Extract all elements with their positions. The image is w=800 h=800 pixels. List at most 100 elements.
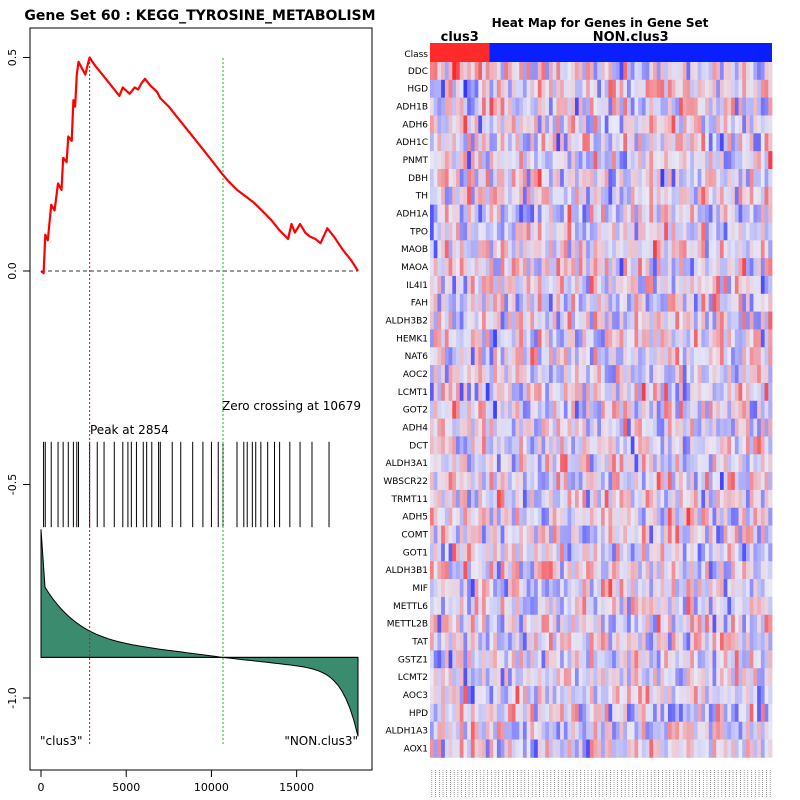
heatmap-cell xyxy=(645,311,650,330)
heatmap-cell xyxy=(760,365,765,384)
gene-label: LCMT1 xyxy=(398,388,428,398)
heatmap-cell xyxy=(653,293,658,313)
heatmap-cell xyxy=(578,418,583,437)
heatmap-cell xyxy=(749,293,754,313)
heatmap-cell xyxy=(463,686,468,705)
heatmap-cell xyxy=(534,454,539,473)
heatmap-cell xyxy=(552,382,557,402)
heatmap-cell xyxy=(734,115,739,134)
heatmap-cell xyxy=(619,507,624,526)
heatmap-cell xyxy=(560,525,565,544)
heatmap-cell xyxy=(619,650,624,669)
heatmap-cell xyxy=(745,668,751,687)
heatmap-cell xyxy=(723,579,728,598)
heatmap-cell xyxy=(485,222,490,241)
heatmap-cell xyxy=(619,97,624,116)
heatmap-cell xyxy=(608,311,613,330)
heatmap-cell xyxy=(619,275,624,295)
heatmap-cell xyxy=(519,489,524,509)
x-tick-label: 0 xyxy=(38,781,45,794)
heatmap-cell xyxy=(441,703,446,723)
heatmap-cell xyxy=(452,596,457,616)
heatmap-cell xyxy=(745,596,751,616)
heatmap-cell xyxy=(470,489,476,509)
heatmap-cell xyxy=(697,79,702,99)
heatmap-cell xyxy=(638,293,643,313)
heatmap-cell xyxy=(522,596,528,616)
heatmap-cell xyxy=(701,365,706,384)
heatmap-cell xyxy=(701,596,706,616)
heatmap-cell xyxy=(563,668,568,687)
heatmap-cell xyxy=(485,721,490,740)
heatmap-cell xyxy=(656,579,661,598)
heatmap-cell xyxy=(515,382,520,402)
heatmap-cell xyxy=(601,400,606,419)
heatmap-cell xyxy=(686,703,691,723)
heatmap-cell xyxy=(701,561,706,580)
heatmap-cell xyxy=(656,543,661,562)
heatmap-cell xyxy=(764,115,769,134)
heatmap-cell xyxy=(556,561,561,580)
heatmap-cell xyxy=(552,472,557,491)
heatmap-cell xyxy=(556,739,561,758)
heatmap-cell xyxy=(582,454,587,473)
heatmap-cell xyxy=(723,614,728,633)
heatmap-cell xyxy=(478,97,483,116)
heatmap-cell xyxy=(697,507,702,526)
heatmap-cell xyxy=(563,365,568,384)
heatmap-cell xyxy=(526,632,531,651)
heatmap-cell xyxy=(649,311,654,330)
heatmap-cell xyxy=(456,382,461,402)
heatmap-cell xyxy=(660,293,665,313)
heatmap-cell xyxy=(693,454,699,473)
heatmap-cell xyxy=(593,62,598,81)
heatmap-cell xyxy=(522,489,528,509)
heatmap-cell xyxy=(485,293,490,313)
heatmap-cell xyxy=(708,347,713,366)
heatmap-cell xyxy=(742,329,747,348)
heatmap-cell xyxy=(463,561,468,580)
heatmap-cell xyxy=(500,382,505,402)
heatmap-cell xyxy=(627,418,632,437)
heatmap-cell xyxy=(623,204,628,223)
heatmap-cell xyxy=(586,115,591,134)
heatmap-cell xyxy=(697,115,702,134)
heatmap-cell xyxy=(708,311,713,330)
heatmap-cell xyxy=(641,650,647,669)
heatmap-cell xyxy=(719,382,725,402)
heatmap-cell xyxy=(753,632,758,651)
heatmap-cell xyxy=(682,686,687,705)
heatmap-cell xyxy=(701,186,706,206)
heatmap-cell xyxy=(764,347,769,366)
heatmap-cell xyxy=(511,168,516,188)
heatmap-cell xyxy=(742,97,747,116)
heatmap-cell xyxy=(534,311,539,330)
heatmap-cell xyxy=(638,97,643,116)
heatmap-cell xyxy=(493,258,498,277)
heatmap-cell xyxy=(571,418,576,437)
heatmap-cell xyxy=(530,293,535,313)
heatmap-cell xyxy=(552,311,557,330)
heatmap-cell xyxy=(768,240,773,259)
heatmap-cell xyxy=(589,543,594,562)
heatmap-cell xyxy=(612,454,617,473)
heatmap-cell xyxy=(693,472,699,491)
heatmap-cell xyxy=(731,382,736,402)
heatmap-cell xyxy=(653,275,658,295)
heatmap-cell xyxy=(470,525,476,544)
heatmap-cell xyxy=(493,686,498,705)
heatmap-cell xyxy=(608,721,613,740)
heatmap-cell xyxy=(515,97,520,116)
heatmap-cell xyxy=(757,686,762,705)
heatmap-cell xyxy=(482,222,487,241)
heatmap-cell xyxy=(753,650,758,669)
heatmap-cell xyxy=(627,632,632,651)
heatmap-cell xyxy=(708,400,713,419)
heatmap-cell xyxy=(456,151,461,170)
heatmap-cell xyxy=(664,525,669,544)
heatmap-cell xyxy=(530,739,535,758)
heatmap-cell xyxy=(574,329,580,348)
heatmap-cell xyxy=(582,703,587,723)
heatmap-cell xyxy=(574,596,580,616)
heatmap-cell xyxy=(664,115,669,134)
